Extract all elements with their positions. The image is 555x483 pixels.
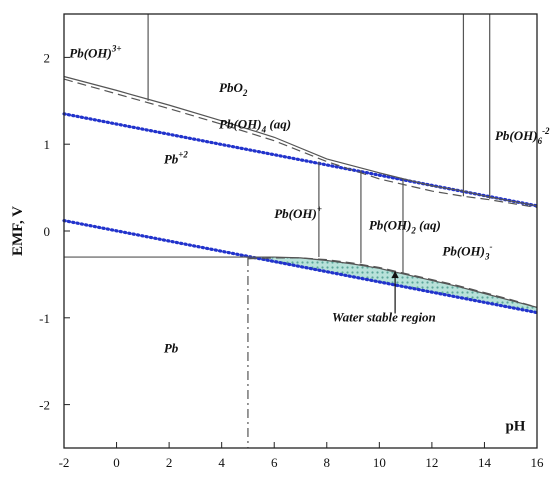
x-tick-label: 10 — [373, 455, 386, 470]
species-label-0: Pb(OH)3+ — [69, 43, 121, 60]
species-label-3: Pb(OH)6-2 — [495, 126, 550, 146]
x-tick-label: 14 — [478, 455, 492, 470]
species-label-9: Pb — [164, 341, 179, 356]
series-layer — [62, 14, 539, 448]
species-label-7: Pb(OH)3- — [442, 241, 492, 261]
x-tick-label: 0 — [113, 455, 120, 470]
y-axis-label: EMF, V — [10, 206, 26, 256]
y-tick-label: 0 — [44, 224, 51, 239]
species-label-6: Pb(OH)2 (aq) — [369, 217, 441, 235]
y-tick-label: -2 — [39, 398, 50, 413]
x-tick-label: 4 — [218, 455, 225, 470]
species-label-1: PbO2 — [219, 80, 248, 98]
water-stability-line-1 — [62, 218, 539, 315]
x-tick-label: 6 — [271, 455, 278, 470]
x-tick-label: 12 — [425, 455, 438, 470]
y-tick-label: 1 — [44, 137, 51, 152]
boundary-line-4 — [64, 256, 538, 308]
x-axis-label: pH — [505, 419, 525, 435]
species-label-8: Water stable region — [332, 309, 436, 324]
species-label-2: Pb(OH)4 (aq) — [219, 117, 291, 135]
boundary-line-5 — [247, 257, 538, 308]
species-label-5: Pb(OH)+ — [274, 204, 322, 221]
x-tick-label: 16 — [531, 455, 545, 470]
annotation-layer: Pb(OH)3+ PbO2 Pb(OH)4 (aq) Pb(OH)6-2 Pb+2 Pb(… — [69, 43, 550, 434]
boundary-line-2 — [63, 75, 538, 207]
boundary-line-3 — [63, 78, 538, 209]
x-tick-label: 8 — [324, 455, 331, 470]
plot-frame — [63, 13, 538, 449]
species-label-4: Pb+2 — [164, 149, 189, 166]
y-tick-label: -1 — [39, 311, 50, 326]
x-tick-label: -2 — [59, 455, 70, 470]
x-tick-label: 2 — [166, 455, 173, 470]
y-tick-label: 2 — [44, 50, 51, 65]
